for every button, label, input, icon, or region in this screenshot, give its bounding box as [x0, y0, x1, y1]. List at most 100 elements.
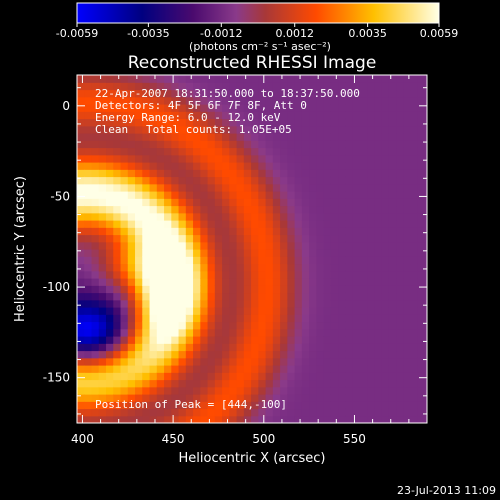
heatmap-cell — [171, 227, 180, 236]
heatmap-cell — [251, 394, 259, 402]
heatmap-cell — [135, 379, 143, 388]
heatmap-cell — [287, 198, 296, 207]
heatmap-cell — [258, 111, 267, 120]
heatmap-cell — [265, 147, 274, 156]
heatmap-cell — [359, 198, 368, 207]
heatmap-cell — [120, 183, 129, 192]
heatmap-cell — [272, 401, 281, 410]
heatmap-cell — [178, 75, 187, 83]
heatmap-cell — [417, 75, 426, 83]
heatmap-cell — [251, 111, 259, 120]
heatmap-cell — [243, 220, 252, 228]
heatmap-cell — [243, 118, 252, 127]
heatmap-cell — [207, 299, 216, 308]
heatmap-cell — [272, 154, 281, 163]
heatmap-cell — [91, 198, 100, 207]
heatmap-cell — [374, 234, 383, 243]
heatmap-cell — [98, 350, 107, 359]
heatmap-cell — [106, 133, 114, 141]
heatmap-cell — [251, 292, 259, 301]
heatmap-cell — [200, 234, 209, 243]
heatmap-cell — [164, 212, 172, 221]
heatmap-cell — [352, 401, 361, 410]
heatmap-cell — [345, 270, 354, 279]
heatmap-cell — [417, 191, 426, 199]
heatmap-cell — [309, 357, 317, 366]
heatmap-cell — [113, 328, 122, 337]
heatmap-cell — [251, 379, 259, 388]
heatmap-cell — [106, 169, 114, 178]
heatmap-cell — [207, 336, 216, 344]
heatmap-cell — [410, 343, 419, 352]
heatmap-cell — [164, 278, 172, 286]
heatmap-cell — [229, 292, 238, 301]
heatmap-cell — [316, 140, 325, 149]
heatmap-cell — [84, 82, 93, 91]
heatmap-cell — [185, 415, 194, 423]
heatmap-cell — [243, 205, 252, 214]
heatmap-cell — [91, 140, 100, 149]
heatmap-cell — [301, 241, 310, 250]
heatmap-cell — [243, 75, 252, 83]
heatmap-cell — [106, 104, 114, 112]
heatmap-cell — [272, 89, 281, 98]
heatmap-cell — [352, 198, 361, 207]
heatmap-cell — [77, 234, 85, 243]
heatmap-cell — [403, 401, 412, 410]
heatmap-cell — [229, 96, 238, 105]
heatmap-cell — [98, 285, 107, 294]
heatmap-cell — [323, 212, 332, 221]
heatmap-cell — [113, 386, 122, 395]
heatmap-cell — [417, 263, 426, 272]
heatmap-cell — [294, 343, 303, 352]
heatmap-cell — [272, 278, 281, 286]
heatmap-cell — [200, 408, 209, 417]
heatmap-cell — [338, 299, 346, 308]
heatmap-cell — [330, 328, 339, 337]
heatmap-cell — [106, 75, 114, 83]
heatmap-cell — [323, 263, 332, 272]
heatmap-cell — [207, 234, 216, 243]
heatmap-cell — [388, 263, 397, 272]
heatmap-cell — [359, 299, 368, 308]
heatmap-cell — [265, 75, 274, 83]
colorbar-label: (photons cm⁻² s⁻¹ asec⁻²) — [189, 40, 331, 53]
heatmap-cell — [396, 75, 405, 83]
heatmap-cell — [352, 118, 361, 127]
heatmap-cell — [222, 154, 230, 163]
heatmap-cell — [301, 292, 310, 301]
heatmap-cell — [265, 415, 274, 423]
heatmap-cell — [323, 386, 332, 395]
heatmap-cell — [106, 386, 114, 395]
x-tick-label: 450 — [162, 432, 185, 446]
heatmap-cell — [403, 212, 412, 221]
heatmap-cell — [113, 379, 122, 388]
heatmap-cell — [258, 314, 267, 323]
heatmap-cell — [410, 285, 419, 294]
heatmap-cell — [403, 299, 412, 308]
heatmap-cell — [171, 183, 180, 192]
heatmap-cell — [135, 292, 143, 301]
heatmap-cell — [352, 154, 361, 163]
x-axis-label: Heliocentric X (arcsec) — [179, 451, 326, 466]
heatmap-cell — [251, 140, 259, 149]
heatmap-cell — [425, 394, 427, 402]
heatmap-cell — [338, 169, 346, 178]
heatmap-cell — [309, 249, 317, 257]
heatmap-cell — [127, 292, 136, 301]
heatmap-cell — [425, 111, 427, 120]
heatmap-cell — [229, 321, 238, 330]
heatmap-cell — [120, 365, 129, 373]
heatmap-cell — [294, 96, 303, 105]
heatmap-cell — [330, 263, 339, 272]
heatmap-cell — [345, 343, 354, 352]
heatmap-cell — [84, 125, 93, 134]
heatmap-cell — [164, 357, 172, 366]
heatmap-cell — [193, 408, 201, 417]
heatmap-cell — [316, 299, 325, 308]
heatmap-cell — [193, 198, 201, 207]
heatmap-cell — [352, 365, 361, 373]
heatmap-cell — [113, 140, 122, 149]
heatmap-cell — [214, 350, 223, 359]
heatmap-cell — [135, 285, 143, 294]
